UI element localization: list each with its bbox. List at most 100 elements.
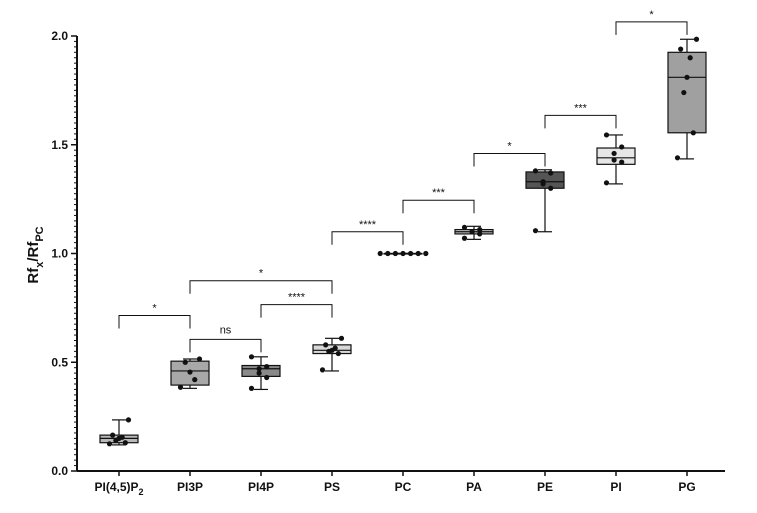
sig-bracket: *: [189, 268, 333, 294]
data-point: [674, 155, 681, 161]
y-axis-label: Rfx/RfPC: [25, 226, 46, 283]
data-point: [619, 144, 625, 150]
data-point: [678, 46, 684, 52]
sig-line: [473, 152, 546, 167]
data-point: [548, 170, 554, 176]
data-point: [687, 55, 693, 61]
sig-line: [260, 304, 333, 318]
box-pa: [454, 224, 494, 241]
data-point: [110, 432, 116, 438]
data-point: [461, 235, 468, 241]
data-point: [122, 440, 128, 446]
data-point: [619, 159, 625, 165]
data-point: [408, 250, 414, 257]
box-pi4p: [241, 354, 281, 391]
sig-bracket: ***: [544, 102, 617, 129]
data-point: [469, 229, 475, 235]
sig-label: ***: [574, 102, 588, 114]
data-point: [187, 369, 193, 375]
data-point: [332, 345, 338, 351]
sig-bracket: *: [118, 302, 191, 329]
y-tick-label: 1.5: [51, 138, 68, 152]
box-pip2: [99, 417, 139, 447]
data-point: [611, 157, 617, 163]
y-tick-label: 0.0: [51, 464, 68, 478]
data-point: [477, 226, 483, 233]
data-point: [335, 350, 341, 357]
sig-bracket: ****: [260, 292, 333, 318]
data-point: [248, 385, 255, 391]
y-tick-label: 2.0: [51, 29, 68, 43]
data-point: [177, 384, 184, 390]
x-category-label: PG: [678, 480, 695, 494]
box-pc: [377, 250, 429, 257]
data-point: [323, 342, 329, 348]
data-point: [477, 231, 483, 237]
data-point: [415, 250, 421, 257]
sig-line: [118, 314, 191, 329]
data-point: [264, 374, 270, 381]
sig-line: [402, 199, 475, 214]
x-category-label: PI: [610, 480, 621, 494]
data-point: [106, 441, 113, 447]
data-point: [400, 250, 406, 257]
y-tick-label: 1.0: [51, 247, 68, 261]
data-point: [377, 250, 383, 257]
sig-line: [189, 280, 333, 294]
data-point: [540, 179, 546, 185]
data-point: [681, 89, 687, 96]
sig-label: *: [259, 268, 264, 280]
data-point: [338, 335, 345, 341]
sig-bracket: ns: [189, 324, 262, 353]
sig-bracket: ****: [331, 219, 404, 245]
data-point: [196, 356, 203, 362]
sig-bracket: ***: [402, 187, 475, 214]
sig-label: ****: [359, 219, 377, 231]
x-category-label: PS: [324, 480, 340, 494]
data-point: [461, 224, 468, 230]
sig-line: [189, 338, 262, 353]
data-point: [611, 150, 617, 157]
data-point: [264, 364, 270, 370]
sig-line: [615, 21, 688, 35]
data-point: [256, 370, 262, 376]
sig-line: [544, 114, 617, 129]
data-point: [119, 434, 125, 440]
data-point: [690, 130, 696, 136]
data-point: [693, 36, 700, 42]
box-pi: [596, 132, 636, 186]
data-point: [423, 250, 429, 257]
x-category-label: PE: [537, 480, 553, 494]
data-point: [385, 250, 391, 257]
sig-label: *: [649, 9, 654, 21]
data-point: [192, 377, 198, 383]
axes: 0.0 0.5 1.0 1.5 2.0 PI(4,5)P2 PI3P PI4P PS PC PA PE…: [51, 29, 725, 497]
data-point: [603, 180, 610, 186]
sig-label: *: [507, 140, 512, 152]
data-point: [319, 367, 326, 373]
data-point: [392, 250, 398, 257]
data-point: [532, 168, 539, 174]
data-point: [125, 417, 132, 423]
box-iqr: [241, 364, 281, 377]
x-category-label: PI3P: [177, 480, 203, 494]
box-series: [99, 36, 707, 447]
sig-label: ****: [288, 292, 306, 304]
sig-bracket: *: [473, 140, 546, 167]
x-category-label: PI(4,5)P2: [94, 480, 143, 497]
sig-label: ***: [432, 187, 446, 199]
data-point: [548, 185, 554, 191]
box-ps: [312, 335, 352, 373]
data-point: [532, 228, 539, 234]
x-category-label: PI4P: [248, 480, 274, 494]
box-iqr: [596, 147, 636, 165]
data-point: [248, 354, 255, 360]
sig-bracket: *: [615, 9, 688, 35]
y-tick-label: 0.5: [51, 355, 68, 369]
data-point: [684, 74, 690, 80]
box-pi3p: [170, 356, 210, 390]
data-point: [182, 359, 188, 365]
box-iqr: [667, 51, 707, 134]
significance-brackets: *ns*****************: [118, 9, 688, 353]
